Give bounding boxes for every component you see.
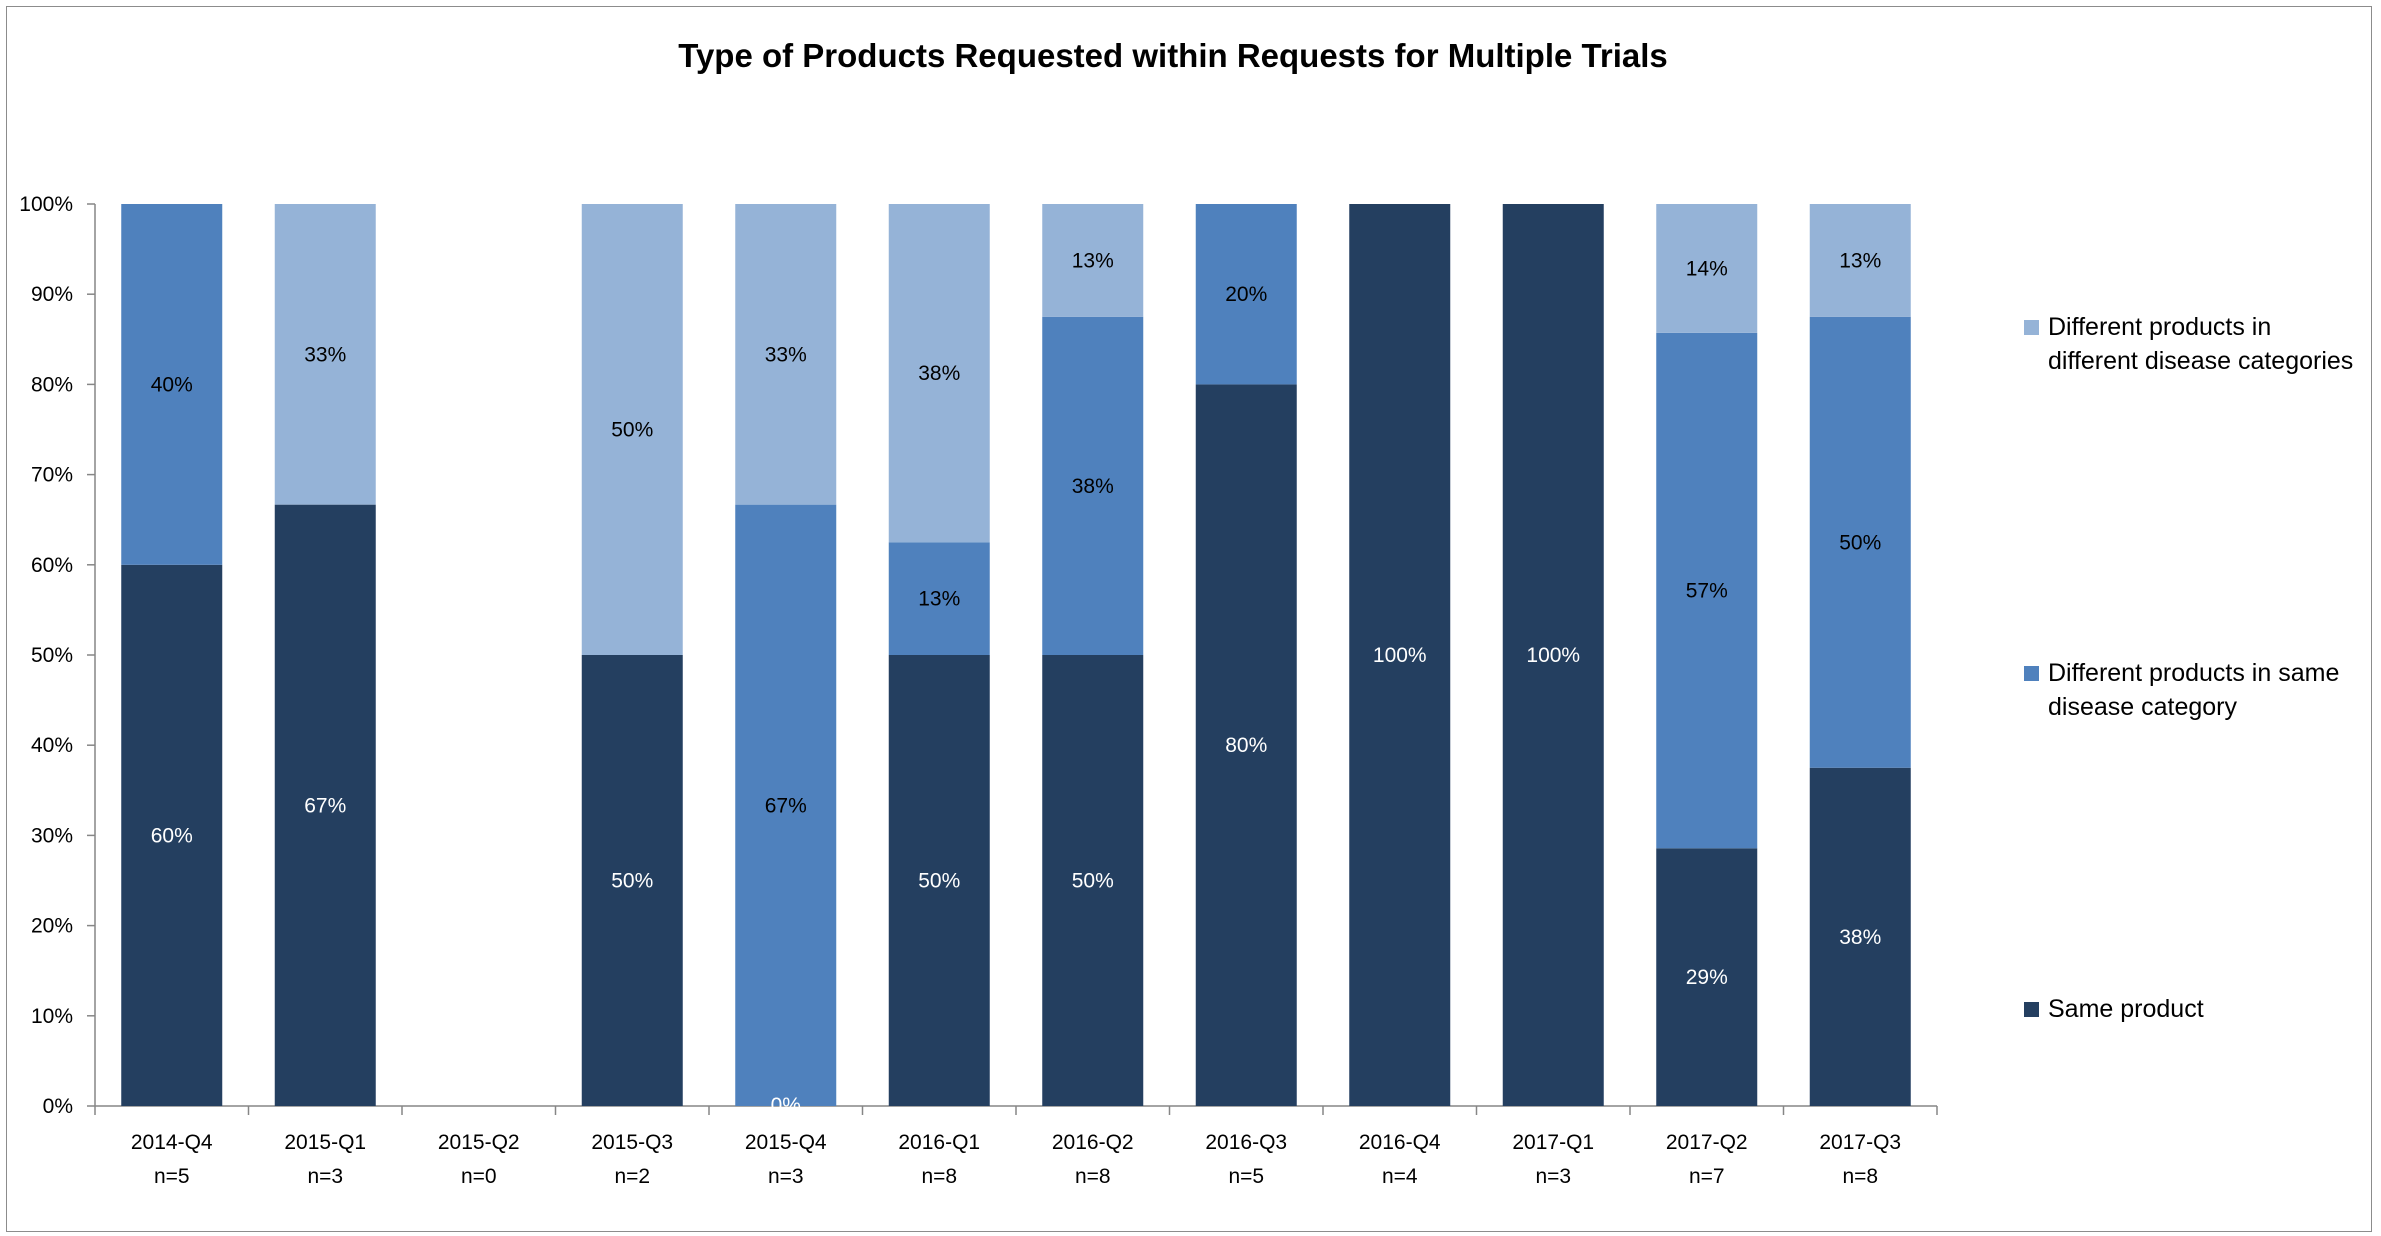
x-tick-label: 2015-Q2: [438, 1131, 520, 1154]
data-label: 50%: [918, 870, 960, 893]
legend-entry: Different products in same: [2048, 659, 2339, 687]
data-label: 13%: [1839, 249, 1881, 272]
y-tick-label: 90%: [31, 283, 73, 306]
x-count-label: n=2: [614, 1165, 650, 1188]
data-label: 50%: [611, 419, 653, 442]
x-count-label: n=5: [154, 1165, 190, 1188]
bar-segment: [735, 204, 837, 505]
bar-segment: [581, 204, 683, 655]
bar-segment: [1656, 204, 1758, 333]
data-label: 38%: [918, 362, 960, 385]
bar-segment: [274, 504, 376, 1106]
bar-segment: [1809, 767, 1911, 1106]
x-count-label: n=3: [1535, 1165, 1571, 1188]
bar-segment: [735, 504, 837, 1106]
x-tick-label: 2016-Q4: [1359, 1131, 1441, 1154]
data-label: 60%: [151, 824, 193, 847]
x-count-label: n=8: [1075, 1165, 1111, 1188]
data-label: 40%: [151, 373, 193, 396]
data-label: 0%: [771, 1094, 801, 1117]
x-tick-label: 2014-Q4: [131, 1131, 213, 1154]
bar-segment: [121, 204, 223, 565]
bar-segment: [1502, 204, 1604, 1106]
legend-entry: Same product: [2048, 995, 2204, 1023]
bar-segment: [1349, 204, 1451, 1106]
bar-segment: [1656, 332, 1758, 849]
data-labels: 60% 40% 67% 33% 50% 50% 0% 67% 33% 50% 13% 38% 50% 38…: [151, 249, 1882, 1117]
x-count-label: n=7: [1689, 1165, 1725, 1188]
data-label: 33%: [304, 343, 346, 366]
legend-swatch: [2024, 320, 2039, 335]
data-label: 67%: [304, 794, 346, 817]
chart-frame: [6, 6, 2372, 1232]
bars: [121, 204, 1911, 1106]
x-tick-label: 2017-Q2: [1666, 1131, 1748, 1154]
legend-entry: Different products in: [2048, 313, 2271, 341]
legend: Different products in different disease c…: [2024, 313, 2353, 1023]
bar-segment: [1195, 204, 1297, 385]
x-count-label: n=8: [1842, 1165, 1878, 1188]
bar-segment: [888, 542, 990, 655]
data-label: 50%: [1072, 870, 1114, 893]
data-label: 38%: [1072, 475, 1114, 498]
data-label: 29%: [1686, 966, 1728, 989]
data-label: 100%: [1526, 644, 1580, 667]
legend-swatch: [2024, 1002, 2039, 1017]
data-label: 14%: [1686, 257, 1728, 280]
axes: 0% 10% 20% 30% 40% 50% 60% 70% 80% 90% 100% 2014-Q4…: [19, 193, 1938, 1188]
y-tick-label: 80%: [31, 373, 73, 396]
bar-segment: [1042, 316, 1144, 655]
bar-segment: [581, 655, 683, 1106]
data-label: 50%: [611, 870, 653, 893]
legend-entry: different disease categories: [2048, 347, 2353, 375]
data-label: 33%: [765, 343, 807, 366]
x-count-label: n=4: [1382, 1165, 1418, 1188]
legend-swatch: [2024, 666, 2039, 681]
y-tick-label: 50%: [31, 644, 73, 667]
y-tick-label: 20%: [31, 915, 73, 938]
y-tick-label: 40%: [31, 734, 73, 757]
y-tick-label: 60%: [31, 554, 73, 577]
data-label: 100%: [1373, 644, 1427, 667]
data-label: 57%: [1686, 580, 1728, 603]
x-tick-label: 2016-Q1: [898, 1131, 980, 1154]
data-label: 50%: [1839, 531, 1881, 554]
y-tick-label: 100%: [19, 193, 73, 216]
x-count-label: n=3: [768, 1165, 804, 1188]
data-label: 80%: [1225, 734, 1267, 757]
x-tick-label: 2017-Q1: [1512, 1131, 1594, 1154]
bar-segment: [888, 204, 990, 543]
data-label: 20%: [1225, 283, 1267, 306]
bar-segment: [1809, 204, 1911, 317]
x-count-label: n=5: [1228, 1165, 1264, 1188]
bar-segment: [888, 655, 990, 1106]
chart-title: Type of Products Requested within Reques…: [678, 37, 1668, 74]
x-tick-label: 2015-Q1: [284, 1131, 366, 1154]
data-label: 67%: [765, 794, 807, 817]
data-label: 13%: [1072, 249, 1114, 272]
data-label: 38%: [1839, 926, 1881, 949]
x-tick-label: 2016-Q2: [1052, 1131, 1134, 1154]
x-tick-label: 2015-Q4: [745, 1131, 827, 1154]
x-count-label: n=8: [921, 1165, 957, 1188]
bar-segment: [1042, 655, 1144, 1106]
bar-segment: [1042, 204, 1144, 317]
bar-segment: [1656, 848, 1758, 1106]
x-tick-label: 2016-Q3: [1205, 1131, 1287, 1154]
x-count-label: n=0: [461, 1165, 497, 1188]
bar-segment: [1809, 316, 1911, 768]
y-tick-label: 0%: [43, 1095, 73, 1118]
y-tick-label: 70%: [31, 464, 73, 487]
legend-entry: disease category: [2048, 693, 2238, 721]
x-tick-label: 2017-Q3: [1819, 1131, 1901, 1154]
x-count-label: n=3: [307, 1165, 343, 1188]
data-label: 13%: [918, 588, 960, 611]
bar-segment: [274, 204, 376, 505]
bar-segment: [121, 564, 223, 1106]
y-tick-label: 30%: [31, 824, 73, 847]
x-tick-label: 2015-Q3: [591, 1131, 673, 1154]
y-tick-label: 10%: [31, 1005, 73, 1028]
bar-segment: [1195, 384, 1297, 1106]
